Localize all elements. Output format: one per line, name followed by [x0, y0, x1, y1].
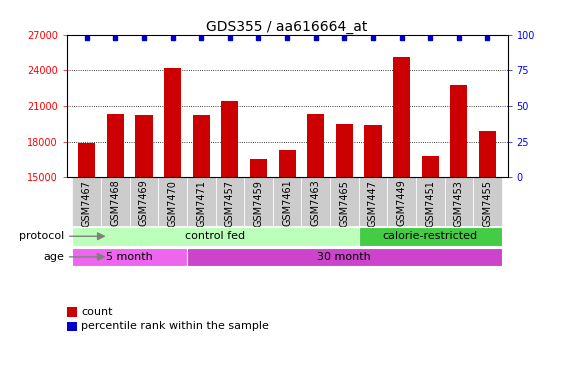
Text: GSM7453: GSM7453 — [454, 180, 464, 227]
Bar — [444, 177, 473, 226]
Bar — [193, 115, 210, 177]
Bar — [422, 156, 439, 177]
Text: control fed: control fed — [186, 231, 245, 241]
Bar — [273, 177, 302, 226]
Bar — [364, 125, 382, 177]
Bar — [187, 247, 502, 266]
Bar — [164, 68, 181, 177]
Bar — [302, 177, 330, 226]
Bar — [72, 247, 187, 266]
Bar — [250, 160, 267, 177]
Text: age: age — [44, 252, 64, 262]
Text: GSM7463: GSM7463 — [311, 180, 321, 227]
Text: percentile rank within the sample: percentile rank within the sample — [81, 321, 269, 332]
Text: protocol: protocol — [19, 231, 64, 241]
Bar — [244, 177, 273, 226]
Text: GSM7467: GSM7467 — [82, 180, 92, 227]
Bar — [393, 57, 410, 177]
Text: GSM7461: GSM7461 — [282, 180, 292, 227]
Bar — [358, 177, 387, 226]
Bar — [450, 85, 467, 177]
Bar — [307, 114, 324, 177]
Bar — [336, 124, 353, 177]
Bar — [158, 177, 187, 226]
Bar — [358, 227, 502, 246]
Text: calorie-restricted: calorie-restricted — [383, 231, 478, 241]
Text: GSM7459: GSM7459 — [253, 180, 263, 227]
Text: GSM7465: GSM7465 — [339, 180, 349, 227]
Bar — [216, 177, 244, 226]
Bar — [473, 177, 502, 226]
Bar — [416, 177, 444, 226]
Bar — [72, 177, 101, 226]
Bar — [479, 131, 496, 177]
Bar — [78, 143, 95, 177]
Bar — [101, 177, 130, 226]
Bar — [387, 177, 416, 226]
Bar — [278, 150, 296, 177]
Bar — [107, 114, 124, 177]
Text: GSM7470: GSM7470 — [168, 180, 177, 227]
Text: GSM7469: GSM7469 — [139, 180, 149, 227]
Text: count: count — [81, 307, 113, 317]
Bar — [330, 177, 358, 226]
Text: GSM7471: GSM7471 — [196, 180, 206, 227]
Bar — [135, 115, 153, 177]
Text: GSM7468: GSM7468 — [110, 180, 121, 227]
Bar — [130, 177, 158, 226]
Text: GSM7451: GSM7451 — [425, 180, 435, 227]
Bar — [187, 177, 216, 226]
Text: GSM7455: GSM7455 — [483, 180, 492, 227]
Text: GSM7457: GSM7457 — [225, 180, 235, 227]
Title: GDS355 / aa616664_at: GDS355 / aa616664_at — [206, 20, 368, 34]
Bar — [72, 227, 358, 246]
Text: GSM7449: GSM7449 — [397, 180, 407, 227]
Text: GSM7447: GSM7447 — [368, 180, 378, 227]
Text: 5 month: 5 month — [106, 252, 153, 262]
Text: 30 month: 30 month — [317, 252, 371, 262]
Bar — [221, 101, 238, 177]
